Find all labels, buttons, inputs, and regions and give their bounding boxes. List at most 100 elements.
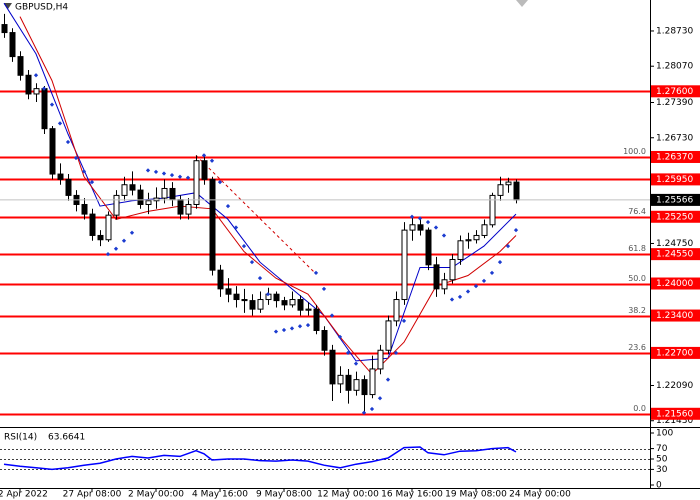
y-tick-label: 1.21430 bbox=[656, 416, 693, 426]
sar-dot bbox=[297, 324, 303, 329]
level-label-box bbox=[651, 248, 700, 261]
sar-dot bbox=[225, 203, 231, 209]
rsi-line bbox=[3, 446, 517, 471]
x-tick-label: 24 May 00:00 bbox=[509, 490, 571, 500]
candle-body bbox=[121, 184, 128, 196]
moving-average bbox=[3, 2, 517, 362]
candle-body bbox=[345, 374, 352, 391]
fib-label: 0.0 bbox=[633, 404, 646, 413]
candle-body bbox=[17, 56, 24, 76]
candle-body bbox=[481, 224, 488, 236]
level-label: 1.21560 bbox=[656, 409, 693, 419]
candle-body bbox=[497, 184, 504, 196]
sar-dot bbox=[65, 139, 71, 145]
sar-dot bbox=[329, 313, 335, 318]
x-tick-label: 22 Apr 2022 bbox=[0, 490, 48, 500]
candle-body bbox=[505, 181, 512, 186]
sar-dot bbox=[305, 323, 311, 328]
y-tick-label: 1.28730 bbox=[656, 26, 693, 36]
sar-dot bbox=[513, 227, 519, 233]
candle-body bbox=[401, 229, 408, 301]
sar-dot bbox=[177, 174, 183, 179]
candle-body bbox=[89, 213, 96, 236]
sar-dot bbox=[33, 73, 39, 78]
rsi-tick-label: 70 bbox=[656, 444, 668, 454]
sar-dot bbox=[449, 297, 455, 302]
sar-dot bbox=[465, 289, 471, 294]
fib-label: 76.4 bbox=[628, 207, 646, 216]
candle-body bbox=[225, 288, 232, 295]
fib-label: 38.2 bbox=[628, 306, 646, 315]
y-tick-label: 1.27390 bbox=[656, 98, 693, 108]
candle-body bbox=[81, 203, 88, 215]
candle-body bbox=[1, 24, 8, 34]
sar-dot bbox=[89, 179, 95, 185]
sar-dot bbox=[121, 238, 127, 243]
candle-body bbox=[465, 239, 472, 242]
chart-title: GBPUSD,H4 bbox=[15, 3, 68, 13]
sar-dot bbox=[497, 260, 503, 265]
sar-dot bbox=[57, 121, 63, 126]
candle-body bbox=[177, 199, 184, 215]
sar-dot bbox=[41, 86, 47, 91]
sar-dot bbox=[105, 252, 111, 257]
candle-body bbox=[201, 160, 208, 180]
fib-label: 61.8 bbox=[628, 244, 646, 253]
candle-body bbox=[137, 189, 144, 205]
sar-dot bbox=[369, 406, 375, 412]
candle-body bbox=[9, 32, 16, 58]
level-label-box bbox=[651, 210, 700, 223]
level-label-box bbox=[651, 277, 700, 290]
candle-body bbox=[209, 178, 216, 271]
sar-dot bbox=[153, 169, 159, 175]
x-tick-label: 16 May 16:00 bbox=[381, 490, 443, 500]
sar-dot bbox=[409, 214, 415, 219]
sar-dot bbox=[473, 284, 479, 289]
level-label: 1.25250 bbox=[656, 212, 693, 222]
x-tick-label: 4 May 16:00 bbox=[192, 490, 248, 500]
level-label: 1.22700 bbox=[656, 348, 693, 358]
level-label: 1.27600 bbox=[656, 87, 693, 97]
candle-body bbox=[369, 368, 376, 396]
candle-body bbox=[281, 300, 288, 306]
sar-dot bbox=[49, 102, 55, 107]
level-label-box bbox=[651, 407, 700, 420]
trend-line bbox=[195, 155, 317, 275]
sar-dot bbox=[265, 292, 271, 297]
current-price-box bbox=[651, 193, 700, 206]
sar-dot bbox=[393, 350, 399, 356]
candle-body bbox=[425, 229, 432, 266]
candle-body bbox=[489, 194, 496, 226]
level-label-box bbox=[651, 150, 700, 163]
candle-body bbox=[65, 178, 72, 196]
candle-body bbox=[185, 203, 192, 215]
sar-dot bbox=[209, 158, 215, 163]
candle-body bbox=[161, 187, 168, 199]
y-tick-label: 1.24750 bbox=[656, 239, 693, 249]
candle-body bbox=[41, 88, 48, 130]
candle-body bbox=[273, 293, 280, 302]
sar-dot bbox=[401, 318, 407, 324]
candle-body bbox=[433, 264, 440, 290]
candle-body bbox=[321, 329, 328, 351]
candle-body bbox=[145, 200, 152, 205]
sar-dot bbox=[281, 327, 287, 333]
y-tick-label: 1.22090 bbox=[656, 381, 693, 391]
sar-dot bbox=[441, 233, 447, 238]
candle-body bbox=[417, 224, 424, 231]
candle-body bbox=[441, 279, 448, 290]
sar-dot bbox=[345, 350, 351, 356]
candle-body bbox=[169, 187, 176, 201]
candle-body bbox=[25, 74, 32, 95]
rsi-current: 63.6641 bbox=[48, 433, 85, 443]
symbol-icon bbox=[4, 3, 12, 9]
sar-dot bbox=[217, 179, 223, 185]
sar-dot bbox=[129, 230, 135, 235]
candle-body bbox=[457, 240, 464, 260]
x-tick-label: 19 May 08:00 bbox=[445, 490, 507, 500]
candle-body bbox=[473, 234, 480, 241]
level-label-box bbox=[651, 309, 700, 322]
y-tick-label: 1.26730 bbox=[656, 133, 693, 143]
candle-body bbox=[313, 308, 320, 331]
